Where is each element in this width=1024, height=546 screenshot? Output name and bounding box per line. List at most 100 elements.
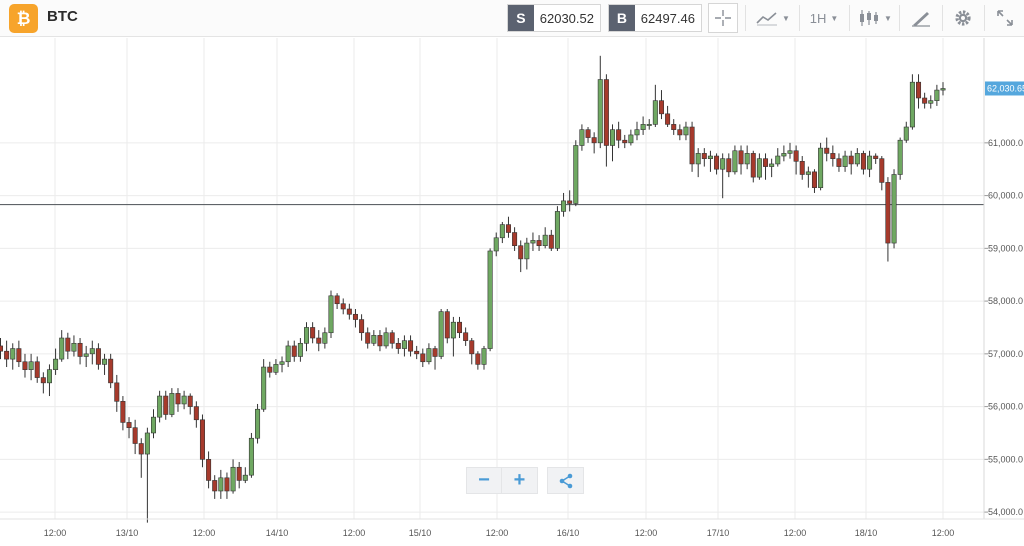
zoom-in-button[interactable]: + <box>501 467 538 494</box>
timeframe-dropdown[interactable]: 1H ▼ <box>805 3 843 33</box>
candle-body <box>658 100 664 115</box>
candle-body <box>432 348 438 357</box>
candle-body <box>346 308 352 315</box>
candle <box>151 409 157 439</box>
candle <box>616 121 622 149</box>
line-chart-icon <box>756 12 778 26</box>
candle <box>714 153 720 175</box>
x-tick-label: 12:00 <box>44 528 67 538</box>
candle <box>677 124 683 141</box>
candle-body <box>102 358 108 365</box>
candle-body <box>928 100 934 104</box>
candle <box>683 121 689 141</box>
candle <box>83 345 89 368</box>
candle-body <box>671 124 677 130</box>
toolbar-divider <box>745 5 746 31</box>
candle-body <box>285 345 291 363</box>
zoom-out-button[interactable]: − <box>466 467 502 494</box>
candle <box>163 390 169 420</box>
candle-body <box>548 234 554 249</box>
toolbar-divider <box>984 5 985 31</box>
buy-price-button[interactable]: B 62497.46 <box>608 4 702 32</box>
candle-style-dropdown[interactable]: ▼ <box>856 3 894 33</box>
candle <box>426 343 432 365</box>
candle-body <box>787 150 793 154</box>
fullscreen-icon <box>997 10 1013 26</box>
candle <box>40 372 46 394</box>
candle-body <box>4 350 10 360</box>
candle-body <box>720 158 726 170</box>
candle-body <box>903 126 909 141</box>
candle <box>291 340 297 362</box>
candle <box>285 340 291 368</box>
candle <box>897 137 903 180</box>
crosshair-button[interactable] <box>708 3 738 33</box>
candle-body <box>603 79 609 146</box>
candle <box>53 348 59 375</box>
candle <box>120 396 126 431</box>
candle-body <box>144 432 150 455</box>
candlestick-series <box>0 55 946 523</box>
candle-body <box>640 124 646 130</box>
candle <box>622 134 628 149</box>
candle <box>732 145 738 175</box>
y-tick-label: 54,000.0 <box>988 507 1023 517</box>
candle <box>108 353 114 389</box>
sell-tag: S <box>508 5 534 31</box>
candle-body <box>22 361 28 370</box>
candle-body <box>512 232 518 247</box>
candle-body <box>297 342 303 357</box>
candle-body <box>597 79 603 144</box>
candle <box>352 309 358 328</box>
candle <box>854 148 860 167</box>
candle-body <box>536 240 542 247</box>
candle-body <box>885 182 891 244</box>
time-axis: 12:00 13/10 12:00 14/10 12:00 15/10 12:00 16/10… <box>0 518 1024 538</box>
settings-button[interactable] <box>948 3 978 33</box>
candle-body <box>793 150 799 162</box>
candle <box>903 121 909 143</box>
candle-body <box>248 437 254 476</box>
candle <box>132 419 138 455</box>
candle-body <box>867 155 873 170</box>
candle-body <box>0 345 4 352</box>
candle <box>518 240 524 273</box>
candle-body <box>695 153 701 165</box>
candle-body <box>530 240 536 244</box>
candle-body <box>46 369 52 384</box>
candle-body <box>401 340 407 349</box>
candle <box>346 303 352 320</box>
candle-body <box>383 332 389 347</box>
fullscreen-button[interactable] <box>990 3 1020 33</box>
share-button[interactable] <box>547 467 584 494</box>
candle <box>707 150 713 172</box>
draw-tool-icon <box>912 12 930 27</box>
candle <box>701 148 707 167</box>
sell-price-button[interactable]: S 62030.52 <box>507 4 601 32</box>
candle-body <box>542 234 548 247</box>
candle-body <box>585 129 591 138</box>
candle-body <box>28 361 34 370</box>
candle <box>879 156 885 191</box>
candle-body <box>224 477 230 492</box>
candle-body <box>457 321 463 334</box>
candle-body <box>848 155 854 165</box>
candle-body <box>781 153 787 157</box>
chart-type-dropdown[interactable]: ▼ <box>754 3 792 33</box>
candle <box>720 153 726 199</box>
candle <box>420 348 426 368</box>
candle <box>414 345 420 360</box>
candle <box>597 55 603 149</box>
candle-body <box>316 337 322 344</box>
candle-body <box>340 303 346 310</box>
candle-body <box>334 295 340 305</box>
candle <box>530 232 536 251</box>
candle <box>206 451 212 489</box>
candle-body <box>756 158 762 178</box>
candlestick-icon <box>860 10 879 26</box>
candle <box>750 150 756 183</box>
candle-body <box>811 171 817 188</box>
candle <box>457 316 463 339</box>
draw-tools-button[interactable] <box>906 3 936 33</box>
